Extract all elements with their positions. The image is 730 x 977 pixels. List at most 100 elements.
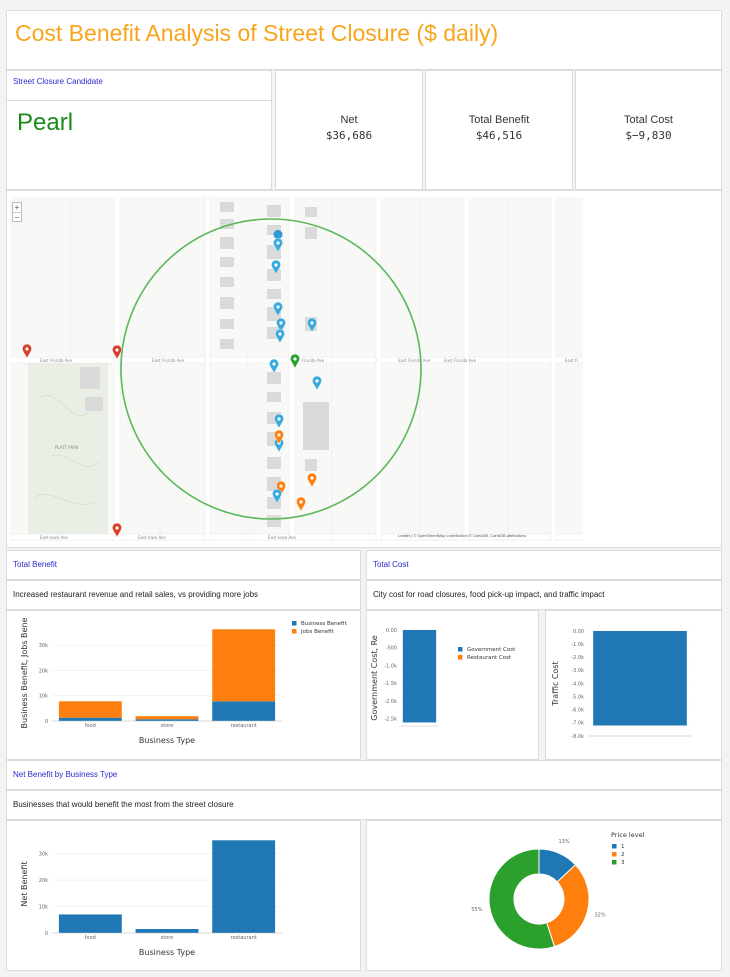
map-marker xyxy=(271,260,281,275)
y-axis-title: Government Cost, Re xyxy=(370,635,379,721)
traffic-cost-chart: 0.00 -1.0k -2.0k -3.0k -4.0k -5.0k -6.0k -7.0k -… xyxy=(551,629,692,740)
map-marker-dot xyxy=(315,379,319,383)
marker-layer[interactable] xyxy=(10,197,583,541)
total-benefit-heading-panel: Total Benefit xyxy=(6,550,361,580)
legend-label: 3 xyxy=(621,860,625,866)
y-axis-title: Traffic Cost xyxy=(551,661,560,706)
y-tick-label: 0 xyxy=(45,719,48,725)
map-marker-dot xyxy=(278,332,282,336)
legend-label: 1 xyxy=(621,844,625,850)
y-tick-label: -5.0k xyxy=(571,694,584,700)
street-label: East Florida Ave xyxy=(152,358,185,363)
y-tick-label: 30k xyxy=(39,851,48,857)
y-tick-label: 0.00 xyxy=(573,629,584,635)
bar xyxy=(135,719,199,721)
kpi-benefit-label: Total Benefit xyxy=(468,114,530,126)
kpi-net-value: $36,686 xyxy=(325,129,373,142)
legend-label: Restaurant Cost xyxy=(467,655,512,661)
map-marker-dot xyxy=(310,476,314,480)
net-benefit-chart: 0 10k 20k 30k food store restaurant Business Ty… xyxy=(20,840,282,957)
bar xyxy=(402,630,437,723)
y-tick-label: -6.0k xyxy=(571,708,584,714)
total-benefit-heading[interactable]: Total Benefit xyxy=(13,560,58,569)
net-benefit-heading[interactable]: Net Benefit by Business Type xyxy=(13,770,118,779)
total-cost-desc-panel: City cost for road closures, food pick-u… xyxy=(366,580,722,610)
kpi-cost-label: Total Cost xyxy=(624,114,673,126)
bar xyxy=(58,914,122,933)
street-label: East Florida Ave xyxy=(398,358,431,363)
legend-swatch xyxy=(612,844,617,849)
map-attribution[interactable]: Leaflet | © OpenStreetMap contributors ©… xyxy=(398,533,527,538)
map-marker-dot xyxy=(310,321,314,325)
price-level-donut-chart: 13% 32% 55% Price level 1 2 3 xyxy=(471,831,645,950)
legend-label: Jobs Benefit xyxy=(300,629,335,635)
title-panel: Cost Benefit Analysis of Street Closure … xyxy=(6,10,722,70)
legend-swatch xyxy=(292,621,297,626)
bar xyxy=(212,701,276,721)
map-marker xyxy=(112,345,122,360)
zoom-out-button[interactable]: − xyxy=(14,213,20,222)
legend-swatch xyxy=(458,647,463,652)
government-cost-chart-panel: 0.00 -500 -1.0k -1.5k -2.0k -2.5k Government C… xyxy=(366,610,539,760)
x-axis-title: Business Type xyxy=(139,948,195,957)
kpi-total-benefit: Total Benefit $46,516 xyxy=(425,70,573,190)
park-label: PLATT PARK xyxy=(55,445,79,450)
bar xyxy=(212,629,276,702)
map-marker-dot xyxy=(115,348,119,352)
legend-label: Business Benefit xyxy=(301,621,347,627)
map-marker-dot xyxy=(277,433,281,437)
total-cost-heading-panel: Total Cost xyxy=(366,550,722,580)
y-tick-label: -1.0k xyxy=(571,642,584,648)
map-marker xyxy=(269,359,279,374)
street-label: East Iowa Ave xyxy=(268,535,296,540)
y-tick-label: -1.5k xyxy=(384,681,397,687)
candidate-label[interactable]: Street Closure Candidate xyxy=(7,71,271,101)
y-tick-label: 20k xyxy=(39,878,48,884)
y-tick-label: -3.0k xyxy=(571,668,584,674)
page-title: Cost Benefit Analysis of Street Closure … xyxy=(15,20,499,46)
x-tick-label: restaurant xyxy=(231,723,257,729)
y-axis-title: Business Benefit, Jobs Bene xyxy=(20,617,29,728)
map-marker xyxy=(272,489,282,504)
legend-title: Price level xyxy=(611,831,645,839)
kpi-cost-value: $−9,830 xyxy=(625,129,672,142)
legend-swatch xyxy=(612,860,617,865)
slice-label: 55% xyxy=(471,907,482,913)
candidate-value: Pearl xyxy=(17,109,74,136)
closure-radius-circle xyxy=(120,218,422,520)
zoom-in-button[interactable]: + xyxy=(13,203,21,213)
street-label: East Florida Ave xyxy=(40,358,73,363)
y-tick-label: 20k xyxy=(39,668,48,674)
x-tick-label: store xyxy=(161,723,174,729)
total-benefit-chart: 0 10k 20k 30k food store restaurant Business Ty… xyxy=(20,617,347,745)
price-level-chart-panel: 13% 32% 55% Price level 1 2 3 xyxy=(366,820,722,971)
map-marker xyxy=(296,497,306,512)
total-benefit-description: Increased restaurant revenue and retail … xyxy=(13,590,259,599)
map-marker xyxy=(273,238,283,253)
map-marker xyxy=(275,329,285,344)
x-tick-label: food xyxy=(85,935,96,941)
y-tick-label: -1.0k xyxy=(384,663,397,669)
y-tick-label: 10k xyxy=(39,694,48,700)
zoom-control[interactable]: + − xyxy=(12,202,22,222)
kpi-net-label: Net xyxy=(340,114,358,126)
net-benefit-desc-panel: Businesses that would benefit the most f… xyxy=(6,790,722,820)
map-marker-dot xyxy=(299,500,303,504)
legend-label: 2 xyxy=(621,852,625,858)
map-marker xyxy=(312,376,322,391)
map-marker-dot xyxy=(274,263,278,267)
y-tick-label: -2.5k xyxy=(384,717,397,723)
map-marker xyxy=(307,318,317,333)
bar xyxy=(212,840,276,933)
street-label: East Florida Ave xyxy=(444,358,477,363)
kpi-net: Net $36,686 xyxy=(275,70,423,190)
net-benefit-heading-panel: Net Benefit by Business Type xyxy=(6,760,722,790)
map-marker-dot xyxy=(276,305,280,309)
y-tick-label: -7.0k xyxy=(571,721,584,727)
pie-slice xyxy=(546,864,590,948)
pie-slice xyxy=(488,848,556,950)
total-cost-heading[interactable]: Total Cost xyxy=(373,560,409,569)
government-cost-chart: 0.00 -500 -1.0k -1.5k -2.0k -2.5k Government C… xyxy=(370,628,516,727)
kpi-total-cost: Total Cost $−9,830 xyxy=(575,70,722,190)
map-marker xyxy=(273,302,283,317)
